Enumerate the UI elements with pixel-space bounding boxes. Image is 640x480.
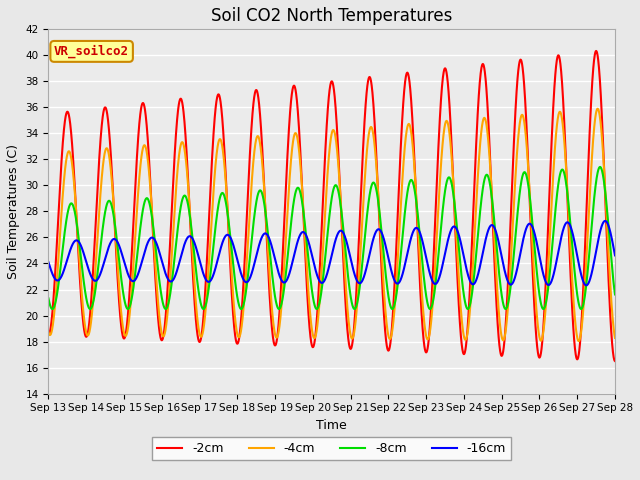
- -2cm: [262, 216, 269, 221]
- Text: VR_soilco2: VR_soilco2: [54, 45, 129, 58]
- -16cm: [143, 242, 150, 248]
- -16cm: [109, 237, 117, 242]
- -4cm: [45, 329, 52, 335]
- -2cm: [592, 48, 600, 54]
- -16cm: [45, 259, 52, 265]
- -4cm: [262, 210, 269, 216]
- -8cm: [45, 296, 52, 301]
- -16cm: [602, 218, 609, 224]
- -8cm: [109, 209, 117, 215]
- -4cm: [109, 194, 117, 200]
- -16cm: [611, 252, 619, 258]
- -2cm: [45, 332, 52, 338]
- -16cm: [582, 282, 590, 288]
- -8cm: [596, 164, 604, 170]
- Line: -16cm: -16cm: [49, 221, 615, 285]
- -16cm: [287, 268, 294, 274]
- -2cm: [539, 332, 547, 337]
- -4cm: [594, 106, 602, 112]
- -2cm: [611, 358, 619, 364]
- -4cm: [611, 335, 619, 341]
- -8cm: [539, 306, 547, 312]
- -2cm: [600, 164, 608, 169]
- Line: -8cm: -8cm: [49, 167, 615, 309]
- -2cm: [143, 123, 150, 129]
- -16cm: [600, 218, 608, 224]
- -4cm: [143, 149, 150, 155]
- X-axis label: Time: Time: [316, 419, 347, 432]
- -8cm: [143, 195, 150, 201]
- -4cm: [600, 169, 608, 175]
- -4cm: [539, 332, 547, 338]
- -8cm: [262, 211, 269, 217]
- Legend: -2cm, -4cm, -8cm, -16cm: -2cm, -4cm, -8cm, -16cm: [152, 437, 511, 460]
- -8cm: [611, 291, 619, 297]
- Line: -4cm: -4cm: [49, 109, 615, 341]
- -16cm: [539, 269, 547, 275]
- -8cm: [600, 180, 608, 186]
- -2cm: [287, 107, 294, 113]
- -2cm: [109, 191, 117, 197]
- Line: -2cm: -2cm: [49, 51, 615, 361]
- -8cm: [426, 306, 434, 312]
- -16cm: [262, 230, 269, 236]
- Y-axis label: Soil Temperatures (C): Soil Temperatures (C): [7, 144, 20, 279]
- -4cm: [575, 338, 582, 344]
- -4cm: [287, 167, 294, 172]
- Title: Soil CO2 North Temperatures: Soil CO2 North Temperatures: [211, 7, 452, 25]
- -8cm: [287, 228, 294, 233]
